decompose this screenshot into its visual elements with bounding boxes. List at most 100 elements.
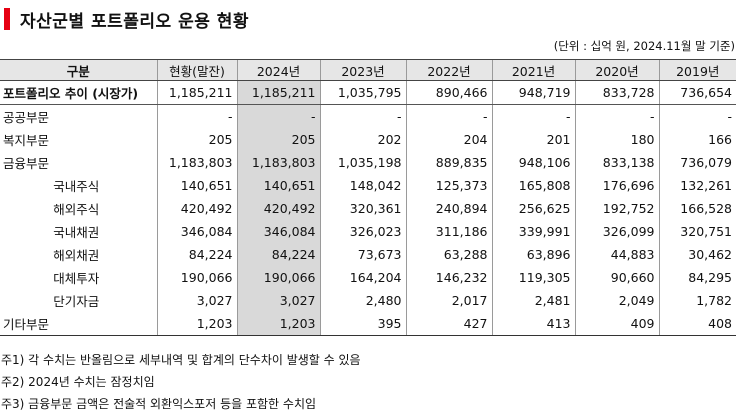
footnote: 주2) 2024년 수치는 잠정치임 (1, 375, 155, 389)
table-cell: 420,492 (236, 197, 320, 220)
table-cell: 1,203 (156, 312, 237, 336)
table-cell: 2,017 (405, 289, 492, 312)
table-cell: - (574, 104, 659, 128)
table-cell: 192,752 (574, 197, 659, 220)
table-cell: 833,138 (574, 151, 659, 174)
table-cell: 140,651 (156, 174, 237, 197)
table-row: 단기자금 3,027 3,027 2,480 2,017 2,481 2,049 1,782 (0, 289, 736, 312)
footnote: 주1) 각 수치는 반올림으로 세부내역 및 합계의 단수차이 발생할 수 있음 (1, 353, 361, 367)
page-title: 자산군별 포트폴리오 운용 현황 (20, 11, 250, 32)
table-cell: 346,084 (236, 220, 320, 243)
table-cell: 84,224 (236, 243, 320, 266)
table-cell: 346,084 (156, 220, 237, 243)
table-cell: 948,106 (491, 151, 575, 174)
row-label: 대체투자 (53, 271, 100, 286)
table-row: 포트폴리오 추이 (시장가) 1,185,211 1,185,211 1,035,79… (0, 80, 736, 105)
table-cell: 190,066 (156, 266, 237, 289)
table-cell: 146,232 (405, 266, 492, 289)
row-label: 국내주식 (53, 179, 100, 194)
column-header: 2022년 (405, 59, 492, 81)
table-cell: 409 (574, 312, 659, 336)
table-row: 대체투자 190,066 190,066 164,204 146,232 119,305 9… (0, 266, 736, 289)
table-cell: 140,651 (236, 174, 320, 197)
table-cell: 63,288 (405, 243, 492, 266)
table-cell: 320,751 (658, 220, 736, 243)
table-cell: 1,035,198 (319, 151, 406, 174)
unit-note: (단위 : 십억 원, 2024.11월 말 기준) (553, 39, 735, 53)
row-label: 포트폴리오 추이 (시장가) (0, 80, 157, 105)
table-cell: 84,224 (156, 243, 237, 266)
table-cell: 166,528 (658, 197, 736, 220)
table-cell: 119,305 (491, 266, 575, 289)
table-cell: 320,361 (319, 197, 406, 220)
table-cell: 202 (319, 128, 406, 151)
column-header: 2020년 (574, 59, 659, 81)
table-cell: 413 (491, 312, 575, 336)
table-cell: 2,481 (491, 289, 575, 312)
table-cell: 148,042 (319, 174, 406, 197)
table-cell: 326,023 (319, 220, 406, 243)
row-label: 국내채권 (53, 225, 100, 240)
column-header: 현황(말잔) (156, 59, 237, 81)
table-cell: 736,654 (658, 80, 736, 105)
table-cell: 1,183,803 (236, 151, 320, 174)
table-row: 기타부문 1,203 1,203 395 427 413 409 408 (0, 312, 736, 336)
column-header: 2021년 (491, 59, 575, 81)
table-cell: 256,625 (491, 197, 575, 220)
table-cell: 2,049 (574, 289, 659, 312)
table-cell: 1,035,795 (319, 80, 406, 105)
table-cell: 1,185,211 (156, 80, 237, 105)
title-row: 자산군별 포트폴리오 운용 현황 (0, 6, 249, 32)
table-row: 해외주식 420,492 420,492 320,361 240,894 256,625 1… (0, 197, 736, 220)
table-cell: 833,728 (574, 80, 659, 105)
table-cell: 205 (236, 128, 320, 151)
title-accent-bar (4, 8, 10, 30)
table-cell: 73,673 (319, 243, 406, 266)
table-cell: 420,492 (156, 197, 237, 220)
table-row: 금융부문 1,183,803 1,183,803 1,035,198 889,835 94… (0, 151, 736, 174)
table-cell: 190,066 (236, 266, 320, 289)
footnote: 주3) 금융부문 금액은 전술적 외환익스포저 등을 포함한 수치임 (1, 397, 317, 411)
table-cell: 132,261 (658, 174, 736, 197)
footnotes: 주1) 각 수치는 반올림으로 세부내역 및 합계의 단수차이 발생할 수 있음… (1, 349, 361, 415)
table-cell: 427 (405, 312, 492, 336)
table-row: 복지부문 205 205 202 204 201 180 166 (0, 128, 736, 151)
column-header: 2019년 (658, 59, 736, 81)
table-cell: - (236, 104, 320, 128)
table-cell: 395 (319, 312, 406, 336)
table-cell: 176,696 (574, 174, 659, 197)
table-cell: 408 (658, 312, 736, 336)
table-cell: 90,660 (574, 266, 659, 289)
table-cell: 164,204 (319, 266, 406, 289)
table-cell: 84,295 (658, 266, 736, 289)
table-cell: 1,185,211 (236, 80, 320, 105)
row-label: 금융부문 (3, 156, 50, 171)
table-cell: 30,462 (658, 243, 736, 266)
table-cell: - (658, 104, 736, 128)
table-cell: 240,894 (405, 197, 492, 220)
row-label: 공공부문 (3, 110, 50, 125)
table-cell: 125,373 (405, 174, 492, 197)
column-header: 2024년 (236, 59, 320, 81)
table-cell: 165,808 (491, 174, 575, 197)
table-cell: 889,835 (405, 151, 492, 174)
table-cell: 44,883 (574, 243, 659, 266)
column-header: 2023년 (319, 59, 406, 81)
row-label: 기타부문 (0, 312, 157, 336)
row-label: 해외주식 (53, 202, 100, 217)
table-cell: 326,099 (574, 220, 659, 243)
row-label: 해외채권 (53, 248, 100, 263)
portfolio-table: 구분 현황(말잔) 2024년 2023년 2022년 2021년 2020년 … (0, 59, 736, 336)
table-cell: 1,782 (658, 289, 736, 312)
table-cell: - (319, 104, 406, 128)
table-row: 국내주식 140,651 140,651 148,042 125,373 165,808 1… (0, 174, 736, 197)
table-row: 국내채권 346,084 346,084 326,023 311,186 339,991 3… (0, 220, 736, 243)
table-cell: 736,079 (658, 151, 736, 174)
table-cell: 1,203 (236, 312, 320, 336)
table-cell: 1,183,803 (156, 151, 237, 174)
table-cell: 180 (574, 128, 659, 151)
row-label: 복지부문 (3, 133, 50, 148)
table-row: 해외채권 84,224 84,224 73,673 63,288 63,896 44,883… (0, 243, 736, 266)
table-cell: 948,719 (491, 80, 575, 105)
column-header: 구분 (0, 59, 157, 81)
